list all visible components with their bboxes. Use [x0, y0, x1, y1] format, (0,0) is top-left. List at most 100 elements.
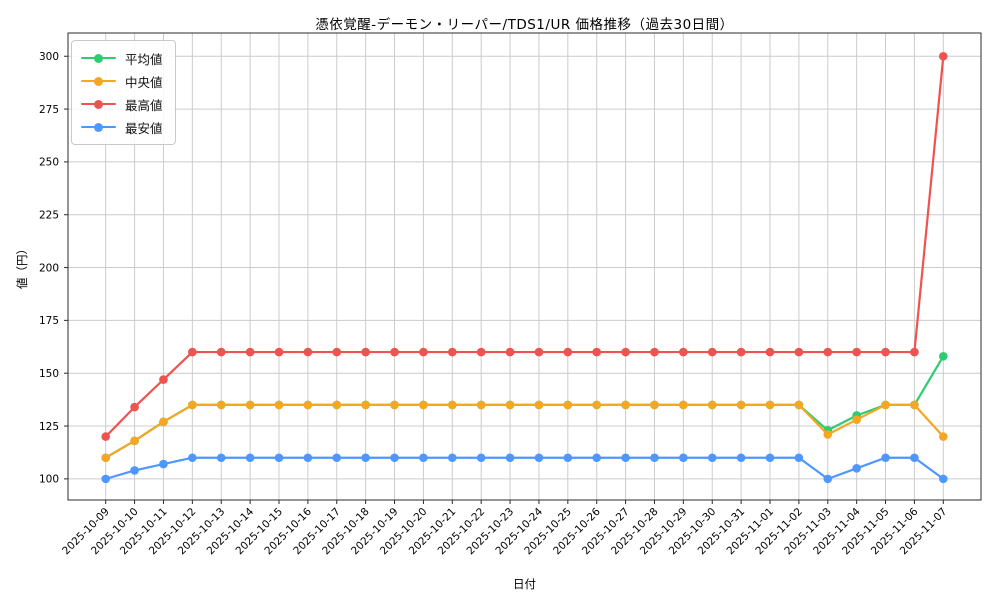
series-marker-最安値	[447, 453, 457, 463]
y-tick-label: 200	[39, 262, 59, 274]
series-marker-最安値	[650, 453, 659, 463]
series-marker-最高値	[274, 347, 284, 357]
chart-title: 憑依覚醒-デーモン・リーパー/TDS1/UR 価格推移（過去30日間）	[315, 17, 734, 33]
series-marker-最安値	[130, 466, 139, 475]
x-axis-label: 日付	[513, 577, 536, 591]
series-marker-中央値	[245, 400, 255, 410]
series-marker-最高値	[188, 347, 197, 357]
series-marker-最安値	[274, 453, 284, 463]
series-marker-最高値	[159, 375, 168, 384]
series-marker-最高値	[216, 347, 226, 357]
series-marker-最高値	[534, 347, 544, 357]
series-marker-最高値	[910, 347, 919, 357]
series-marker-最安値	[736, 453, 746, 463]
legend-item: 中央値	[81, 71, 163, 91]
series-marker-中央値	[303, 400, 313, 410]
legend-item: 最高値	[81, 94, 163, 114]
y-tick-label: 225	[39, 210, 59, 222]
series-marker-最高値	[939, 51, 948, 61]
series-marker-最安値	[765, 453, 775, 463]
series-line-平均値	[104, 355, 945, 459]
legend: 平均値中央値最高値最安値	[71, 40, 176, 145]
series-marker-最高値	[881, 347, 890, 357]
series-marker-最高値	[823, 347, 833, 357]
legend-item-label: 中央値	[125, 74, 163, 90]
series-marker-最高値	[852, 347, 861, 357]
legend-marker-dot	[94, 122, 103, 132]
series-marker-最安値	[534, 453, 544, 463]
legend-marker-icon	[81, 53, 116, 63]
y-tick-label: 150	[39, 368, 59, 380]
series-marker-最安値	[159, 459, 168, 469]
series-marker-中央値	[650, 400, 659, 410]
series-marker-最高値	[592, 347, 602, 357]
series-marker-最安値	[216, 453, 226, 463]
series-marker-最高値	[476, 347, 486, 357]
series-marker-最安値	[621, 453, 630, 463]
series-marker-中央値	[447, 400, 457, 410]
series-marker-最安値	[939, 474, 948, 484]
series-marker-最安値	[245, 453, 255, 463]
series-marker-最安値	[476, 453, 486, 463]
legend-item: 最安値	[81, 117, 163, 137]
legend-item-label: 最安値	[125, 120, 163, 136]
series-line-中央値	[104, 403, 945, 459]
y-tick-label: 300	[39, 51, 59, 63]
series-marker-最安値	[419, 453, 428, 463]
series-marker-最安値	[910, 453, 919, 463]
series-marker-最安値	[188, 453, 197, 463]
series-marker-最高値	[621, 347, 630, 357]
series-marker-中央値	[216, 400, 226, 410]
series-line-最安値	[104, 456, 945, 480]
series-marker-中央値	[707, 400, 717, 410]
series-marker-最高値	[361, 347, 370, 357]
series-marker-中央値	[823, 430, 833, 439]
series-marker-最安値	[390, 453, 399, 463]
series-marker-中央値	[159, 417, 168, 427]
y-tick-label: 175	[39, 315, 59, 327]
series-marker-中央値	[505, 400, 515, 410]
series-marker-最高値	[303, 347, 313, 357]
series-marker-中央値	[621, 400, 630, 410]
series-marker-最安値	[592, 453, 602, 463]
series-marker-中央値	[476, 400, 486, 410]
series-marker-最安値	[679, 453, 688, 463]
series-marker-最安値	[563, 453, 573, 463]
y-tick-label: 100	[39, 474, 59, 486]
legend-marker-icon	[81, 122, 116, 132]
y-axis-label: 値（円）	[15, 243, 29, 289]
series-marker-中央値	[794, 400, 804, 410]
series-marker-中央値	[332, 400, 342, 410]
series-marker-最高値	[419, 347, 428, 357]
legend-marker-dot	[94, 99, 103, 109]
series-marker-最高値	[130, 402, 139, 412]
y-tick-label: 275	[39, 104, 59, 116]
series-marker-中央値	[419, 400, 428, 410]
series-marker-中央値	[361, 400, 370, 410]
series-marker-最高値	[679, 347, 688, 357]
series-marker-最高値	[332, 347, 342, 357]
series-marker-最安値	[361, 453, 370, 463]
series-marker-最高値	[650, 347, 659, 357]
series-marker-最高値	[794, 347, 804, 357]
series-marker-最安値	[881, 453, 890, 463]
legend-marker-icon	[81, 76, 116, 86]
series-marker-中央値	[390, 400, 399, 410]
series-marker-平均値	[939, 352, 948, 361]
series-line-最高値	[104, 55, 945, 438]
series-marker-最高値	[765, 347, 775, 357]
legend-item-label: 最高値	[125, 97, 163, 113]
series-marker-中央値	[563, 400, 573, 410]
series-marker-中央値	[765, 400, 775, 410]
series-marker-中央値	[592, 400, 602, 410]
series-marker-最高値	[390, 347, 399, 357]
legend-item-label: 平均値	[125, 51, 163, 67]
series-marker-最高値	[707, 347, 717, 357]
series-marker-最高値	[563, 347, 573, 357]
series-marker-最高値	[101, 432, 110, 441]
series-marker-中央値	[274, 400, 284, 410]
series-marker-最安値	[794, 453, 804, 463]
series-marker-中央値	[679, 400, 688, 410]
